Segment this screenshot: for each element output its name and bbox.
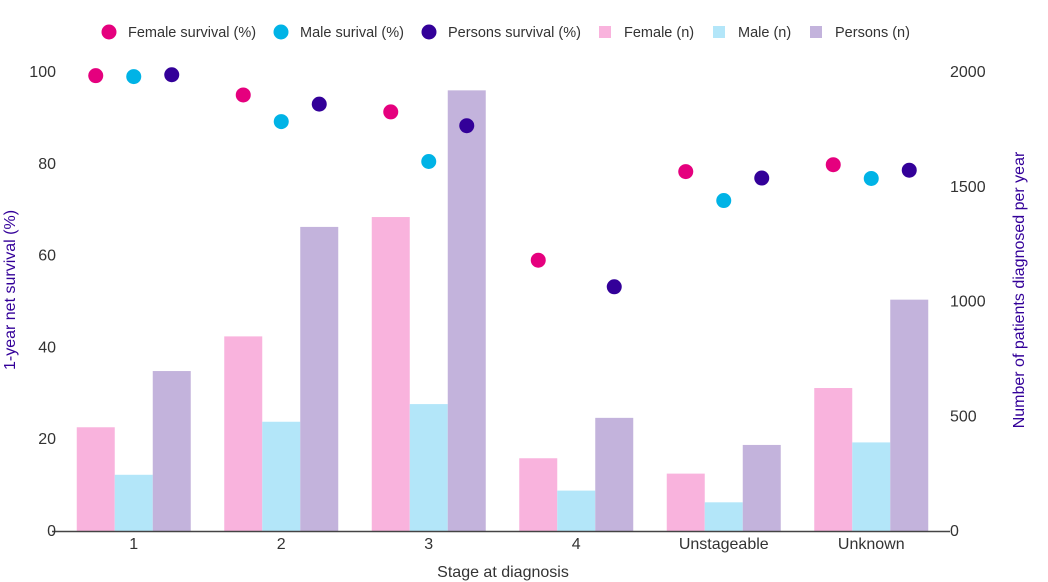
x-axis-title: Stage at diagnosis: [437, 564, 569, 581]
point-persons-survival-2: [311, 96, 327, 112]
bars: [76, 90, 929, 532]
legend-item-persons-n[interactable]: Persons (n): [810, 25, 910, 41]
x-tick-label: 3: [424, 536, 433, 553]
survival-points: [88, 67, 917, 295]
legend-label: Female survival (%): [128, 25, 256, 41]
legend: Female survival (%) Male surival (%) Perso…: [101, 24, 910, 42]
legend-label: Persons (n): [835, 25, 910, 41]
bar-male-n-unknown: [852, 442, 891, 531]
legend-swatch-square: [810, 26, 822, 38]
point-male-surival-3: [421, 154, 437, 170]
bar-persons-n-unstageable: [742, 444, 781, 531]
legend-label: Female (n): [624, 25, 694, 41]
point-male-surival-1: [126, 69, 142, 85]
point-female-survival-4: [530, 252, 546, 268]
point-male-surival-2: [273, 114, 289, 130]
point-persons-survival-unstageable: [754, 170, 770, 186]
point-female-survival-unstageable: [678, 164, 694, 180]
bar-female-n-4: [519, 458, 558, 531]
legend-swatch-dot: [101, 24, 117, 40]
bar-female-n-unstageable: [666, 473, 705, 531]
point-persons-survival-4: [606, 279, 622, 295]
point-male-surival-unstageable: [716, 193, 732, 209]
bar-male-n-1: [114, 474, 153, 531]
bar-persons-n-4: [595, 417, 634, 531]
x-tick-label: Unknown: [838, 536, 905, 553]
legend-swatch-dot: [273, 24, 289, 40]
bar-persons-n-2: [300, 226, 339, 531]
point-female-survival-1: [88, 68, 104, 84]
point-female-survival-unknown: [825, 157, 841, 173]
left-tick-label: 0: [47, 523, 56, 540]
left-tick-label: 100: [29, 64, 56, 81]
left-tick-label: 40: [38, 339, 56, 356]
right-tick-label: 1500: [950, 179, 986, 196]
legend-item-female-survival[interactable]: Female survival (%): [101, 24, 257, 42]
x-tick-label: 1: [129, 536, 138, 553]
bar-female-n-3: [371, 217, 410, 531]
legend-label: Male surival (%): [300, 25, 404, 41]
point-male-surival-unknown: [863, 170, 879, 186]
bar-male-n-3: [409, 404, 448, 531]
left-tick-label: 20: [38, 431, 56, 448]
bar-female-n-unknown: [814, 388, 853, 531]
bar-male-n-unstageable: [704, 502, 743, 531]
right-axis-ticks: 0 500 1000 1500 2000: [950, 64, 986, 540]
point-persons-survival-1: [164, 67, 180, 83]
bar-male-n-4: [557, 490, 596, 531]
left-axis-ticks: 0 20 40 60 80 100: [29, 64, 56, 540]
bar-female-n-1: [76, 427, 115, 531]
x-tick-label: Unstageable: [679, 536, 769, 553]
left-tick-label: 80: [38, 156, 56, 173]
left-y-axis-title: 1-year net survival (%): [2, 210, 19, 370]
bar-persons-n-unknown: [890, 299, 929, 531]
x-tick-label: 2: [277, 536, 286, 553]
right-tick-label: 1000: [950, 294, 986, 311]
bar-persons-n-1: [152, 371, 191, 531]
x-tick-label: 4: [572, 536, 581, 553]
legend-swatch-square: [713, 26, 725, 38]
legend-item-male-n[interactable]: Male (n): [713, 25, 791, 41]
legend-label: Male (n): [738, 25, 791, 41]
legend-item-male-surival[interactable]: Male surival (%): [273, 24, 404, 42]
legend-swatch-dot: [421, 24, 437, 40]
x-axis-ticks: 1 2 3 4 Unstageable Unknown: [129, 536, 904, 553]
point-persons-survival-3: [459, 118, 475, 134]
right-tick-label: 500: [950, 408, 977, 425]
legend-label: Persons survival (%): [448, 25, 581, 41]
legend-item-persons-survival[interactable]: Persons survival (%): [421, 24, 581, 42]
bar-persons-n-3: [447, 90, 486, 532]
point-female-survival-3: [383, 104, 399, 120]
point-female-survival-2: [235, 87, 251, 103]
right-tick-label: 2000: [950, 64, 986, 81]
bar-female-n-2: [224, 336, 263, 531]
legend-item-female-n[interactable]: Female (n): [599, 25, 694, 41]
point-persons-survival-unknown: [901, 162, 917, 178]
bar-male-n-2: [262, 421, 301, 531]
left-tick-label: 60: [38, 248, 56, 265]
legend-swatch-square: [599, 26, 611, 38]
right-y-axis-title: Number of patients diagnosed per year: [1011, 151, 1028, 428]
right-tick-label: 0: [950, 523, 959, 540]
